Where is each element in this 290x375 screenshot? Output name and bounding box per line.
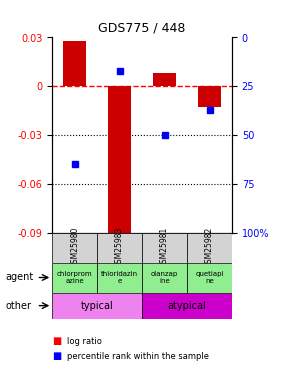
Text: atypical: atypical: [168, 301, 206, 310]
Text: ■: ■: [52, 336, 61, 346]
Text: other: other: [6, 301, 32, 310]
Text: chlorprom
azine: chlorprom azine: [57, 271, 93, 284]
Bar: [142, 232, 187, 262]
Text: GSM25981: GSM25981: [160, 227, 169, 268]
Text: GSM25982: GSM25982: [205, 227, 214, 268]
Bar: [187, 232, 232, 262]
Bar: [52, 292, 142, 319]
Bar: [97, 262, 142, 292]
Bar: [52, 232, 97, 262]
Text: agent: agent: [6, 273, 34, 282]
Bar: [198, 86, 221, 107]
Bar: [187, 262, 232, 292]
Text: log ratio: log ratio: [67, 337, 102, 346]
Text: quetiapi
ne: quetiapi ne: [195, 271, 224, 284]
Bar: [52, 262, 97, 292]
Text: GSM25983: GSM25983: [115, 227, 124, 268]
Text: ■: ■: [52, 351, 61, 361]
Title: GDS775 / 448: GDS775 / 448: [98, 22, 186, 35]
Text: typical: typical: [81, 301, 113, 310]
Bar: [97, 232, 142, 262]
Bar: [142, 262, 187, 292]
Bar: [153, 73, 176, 86]
Bar: [64, 41, 86, 86]
Text: thioridazin
e: thioridazin e: [101, 271, 138, 284]
Text: GSM25980: GSM25980: [70, 227, 79, 268]
Text: olanzap
ine: olanzap ine: [151, 271, 178, 284]
Bar: [142, 292, 232, 319]
Bar: [108, 86, 131, 237]
Text: percentile rank within the sample: percentile rank within the sample: [67, 352, 209, 361]
